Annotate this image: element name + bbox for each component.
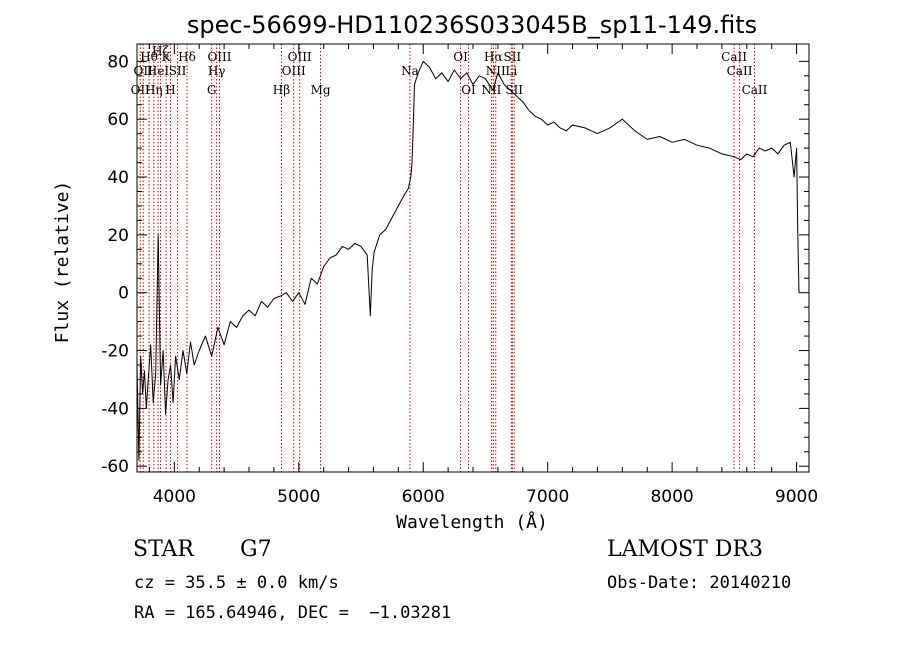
y-tick-label: 20 bbox=[107, 226, 129, 246]
marker-label: OI bbox=[453, 50, 468, 64]
x-tick-label: 7000 bbox=[526, 487, 569, 507]
marker-label: H bbox=[165, 83, 175, 97]
marker-label: CaII bbox=[727, 64, 753, 78]
marker-label: SII bbox=[505, 83, 523, 97]
marker-label: CaII bbox=[721, 50, 747, 64]
marker-label: SII bbox=[169, 64, 187, 78]
y-tick-label: 60 bbox=[107, 110, 129, 130]
y-tick-label: 0 bbox=[118, 284, 129, 304]
x-tick-label: 5000 bbox=[277, 487, 320, 507]
y-axis-label: Flux (relative) bbox=[52, 181, 73, 344]
marker-label: Hζ bbox=[152, 44, 169, 58]
marker-label: OIII bbox=[282, 64, 306, 78]
marker-label: NII bbox=[486, 64, 506, 78]
marker-label: Hη bbox=[145, 83, 163, 97]
y-tick-label: -20 bbox=[101, 342, 129, 362]
marker-label: OII bbox=[134, 64, 154, 78]
marker-label: Hθ bbox=[140, 50, 158, 64]
survey-label: LAMOST DR3 bbox=[607, 537, 763, 562]
marker-label: HeI bbox=[147, 64, 170, 78]
subclass-label: G7 bbox=[240, 537, 272, 562]
y-tick-label: 40 bbox=[107, 168, 129, 188]
y-tick-label: -60 bbox=[101, 457, 129, 477]
line-markers: OIIOIIHθHηHeIHζKHSIIHδGHγOIIIHβOIIIOIIIM… bbox=[131, 44, 768, 472]
marker-label: OIII bbox=[288, 50, 312, 64]
marker-label: CaII bbox=[742, 83, 768, 97]
marker-label: Mg bbox=[311, 83, 331, 97]
marker-label: Na bbox=[401, 64, 419, 78]
marker-label: Hβ bbox=[273, 83, 290, 97]
x-tick-label: 6000 bbox=[402, 487, 445, 507]
marker-label: Hδ bbox=[178, 50, 196, 64]
obs-date-text: Obs-Date: 20140210 bbox=[607, 573, 792, 593]
marker-label: G bbox=[207, 83, 217, 97]
marker-label: Hα bbox=[484, 50, 503, 64]
redshift-text: cz = 35.5 ± 0.0 km/s bbox=[134, 573, 339, 593]
marker-label: Hγ bbox=[208, 64, 226, 78]
marker-label: Li bbox=[505, 64, 517, 78]
spectrum-line bbox=[136, 60, 800, 461]
x-tick-label: 4000 bbox=[153, 487, 196, 507]
chart-title: spec-56699-HD110236S033045B_sp11-149.fit… bbox=[187, 11, 757, 39]
series-layer bbox=[136, 60, 800, 461]
x-axis-label: Wavelength (Å) bbox=[396, 511, 548, 533]
marker-label: OIII bbox=[207, 50, 231, 64]
marker-label: SII bbox=[503, 50, 521, 64]
y-tick-label: 80 bbox=[107, 52, 129, 72]
x-tick-label: 9000 bbox=[775, 487, 818, 507]
class-label: STAR bbox=[133, 537, 194, 562]
marker-label: K bbox=[162, 50, 172, 64]
marker-label: OI bbox=[461, 83, 476, 97]
marker-label: NII bbox=[481, 83, 501, 97]
x-tick-label: 8000 bbox=[650, 487, 693, 507]
axes: 4000 5000 6000 7000 8000 9000 -60 -40 -20 0 20 40 60… bbox=[101, 44, 818, 507]
y-tick-label: -40 bbox=[101, 399, 129, 419]
coordinates-text: RA = 165.64946, DEC = −1.03281 bbox=[134, 603, 452, 623]
